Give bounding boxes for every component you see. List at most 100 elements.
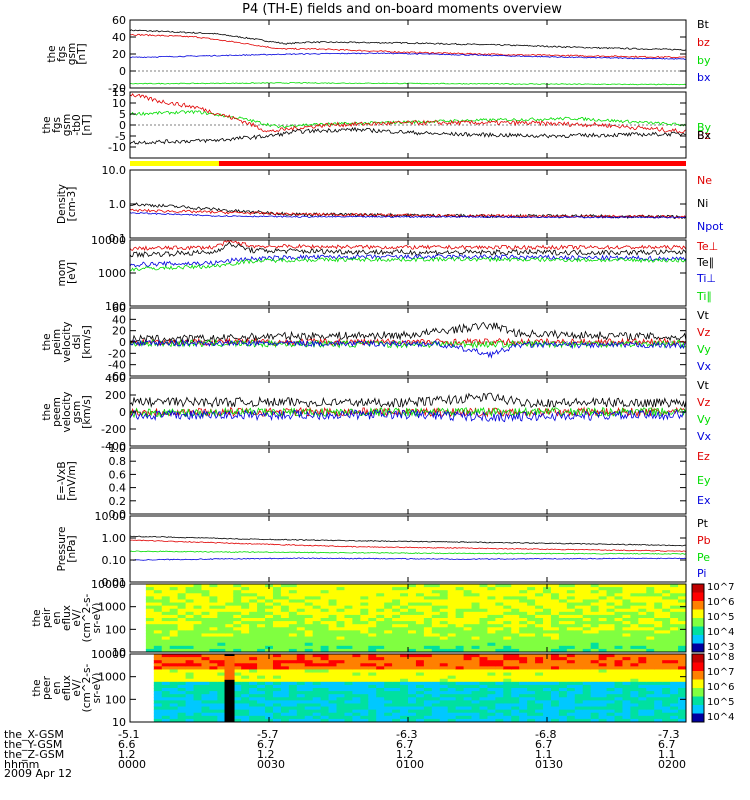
panel-3: Ne Ni Npot 10.0 1.0 0.1 Density[cm-3] xyxy=(56,164,724,245)
series-line xyxy=(129,539,687,552)
y-axis-label: Density[cm-3] xyxy=(56,184,78,224)
ephemeris-value: 1.1 xyxy=(535,748,553,761)
legend-label: Vz xyxy=(697,396,711,409)
data-gap xyxy=(224,654,235,722)
y-tick-label: 40 xyxy=(112,313,126,326)
series-line xyxy=(129,241,687,259)
legend-label: Vt xyxy=(697,379,710,392)
y-tick-label: 0.4 xyxy=(109,482,127,495)
y-tick-label: 10000 xyxy=(91,648,126,661)
ephemeris-value: -6.8 xyxy=(535,728,556,741)
colorbar-label: 10^6 xyxy=(707,597,734,608)
ephemeris-value: -5.1 xyxy=(118,728,139,741)
legend-label: Ex xyxy=(697,494,711,507)
panel-7: Ez Ey Ex 1.00.80.60.40.20.0 E=-VxB[mV/m] xyxy=(56,442,711,521)
colorbar-label: 10^7 xyxy=(707,667,734,678)
ephemeris-row-label: the_X-GSM xyxy=(4,728,64,741)
legend-label: bz xyxy=(697,36,710,49)
y-axis-label: thefgsgsm[nT] xyxy=(46,43,88,65)
ephemeris-row-label: hhmm xyxy=(4,758,39,771)
y-tick-label: 60 xyxy=(112,302,126,315)
y-tick-label: -40 xyxy=(108,359,126,372)
ephemeris-value: 1.2 xyxy=(118,748,136,761)
ephemeris-value: 6.7 xyxy=(257,738,275,751)
series-line xyxy=(129,239,687,251)
panel-10: 10^8 10^7 10^6 10^5 10^4 10000 1000 100 10 thepee… xyxy=(31,648,734,729)
legend-label: Te⊥ xyxy=(696,240,718,253)
ephemeris-value: 1.2 xyxy=(396,748,414,761)
series-line xyxy=(129,208,687,219)
y-tick-label: 10.0 xyxy=(102,164,127,177)
ephemeris-row-label: the_Y-GSM xyxy=(4,738,62,751)
ephemeris-value: 0000 xyxy=(118,758,146,771)
y-tick-label: 1.0 xyxy=(109,442,127,455)
y-axis-label: Pressure[nPa] xyxy=(56,527,78,572)
ephemeris-value: -5.7 xyxy=(257,728,278,741)
ephemeris-value: -7.3 xyxy=(658,728,679,741)
legend-label: Pt xyxy=(697,517,709,530)
series-line xyxy=(129,535,686,547)
y-tick-label: 1.0 xyxy=(109,198,127,211)
spectrogram xyxy=(130,654,686,722)
ephemeris-row-label: the_Z-GSM xyxy=(4,748,64,761)
y-tick-label: 10.00 xyxy=(95,510,127,523)
ephemeris-value: 6.7 xyxy=(658,738,676,751)
legend-label: Vt xyxy=(697,309,710,322)
series-line xyxy=(129,408,687,423)
ephemeris-value: 0200 xyxy=(658,758,686,771)
y-tick-label: 0.0 xyxy=(109,508,127,521)
legend-label: Vz xyxy=(697,326,711,339)
y-tick-label: -400 xyxy=(101,440,126,453)
series-line xyxy=(129,126,687,145)
legend-label: Ez xyxy=(697,450,710,463)
y-tick-label: 60 xyxy=(112,14,126,27)
y-tick-label: 0.1 xyxy=(109,232,127,245)
panel-6: Vt Vz Vy Vx 400 200 0 -200 -400 thepeemvelocitygs… xyxy=(41,372,712,453)
series-line xyxy=(129,337,687,347)
ephemeris-value: 1.2 xyxy=(257,748,275,761)
panel-8: Pt Pb Pe Pi 10.00 1.00 0.10 0.01 Pressure[nPa] xyxy=(56,510,711,589)
y-tick-label: 0 xyxy=(119,119,126,132)
y-axis-label: thepeemvelocitygsm[km/s] xyxy=(41,391,93,432)
y-tick-label: 0.10 xyxy=(102,554,127,567)
y-tick-label: 10000 xyxy=(91,234,126,247)
legend-label: By xyxy=(697,121,712,134)
y-tick-label: 1000 xyxy=(98,671,126,684)
y-tick-label: 100 xyxy=(105,623,126,636)
legend-label: Vy xyxy=(697,343,711,356)
panel-stack: Btbzbybx6040200-20thefgsgsm[nT]ByBzBx151… xyxy=(31,14,734,729)
series-line xyxy=(129,52,687,60)
y-axis-label: mom[eV] xyxy=(56,260,78,287)
y-axis-label: thefgsgsm-tb0[nT] xyxy=(41,114,93,136)
y-tick-label: 0.6 xyxy=(109,468,127,481)
y-tick-label: 5 xyxy=(119,108,126,121)
series-line xyxy=(129,338,687,359)
date-label: 2009 Apr 12 xyxy=(4,767,72,780)
y-tick-label: 1000 xyxy=(98,267,126,280)
ephemeris-value: 6.6 xyxy=(118,738,136,751)
y-tick-label: 0 xyxy=(119,65,126,78)
series-line xyxy=(129,550,687,555)
series-line xyxy=(129,33,687,59)
y-tick-label: 20 xyxy=(112,325,126,338)
legend-label: Bz xyxy=(697,129,711,142)
legend-label: by xyxy=(697,54,711,67)
y-tick-label: 1000 xyxy=(98,601,126,614)
series-line xyxy=(129,557,687,561)
legend-label: bx xyxy=(697,71,711,84)
colorbar-label: 10^7 xyxy=(707,582,734,593)
legend-label: Bx xyxy=(697,129,712,142)
y-axis-label: E=-VxB[mV/m] xyxy=(56,461,78,500)
ephemeris-value: 6.7 xyxy=(535,738,553,751)
y-tick-label: 100 xyxy=(105,693,126,706)
series-line xyxy=(129,29,687,51)
legend-label: Npot xyxy=(697,220,724,233)
y-axis-label: thepeimvelocitydsl[km/s] xyxy=(41,321,93,362)
y-tick-label: 20 xyxy=(112,48,126,61)
series-line xyxy=(129,392,687,409)
y-tick-label: 0 xyxy=(119,406,126,419)
y-tick-label: 10 xyxy=(112,716,126,729)
status-bar-segment xyxy=(130,161,219,166)
y-tick-label: -200 xyxy=(101,423,126,436)
